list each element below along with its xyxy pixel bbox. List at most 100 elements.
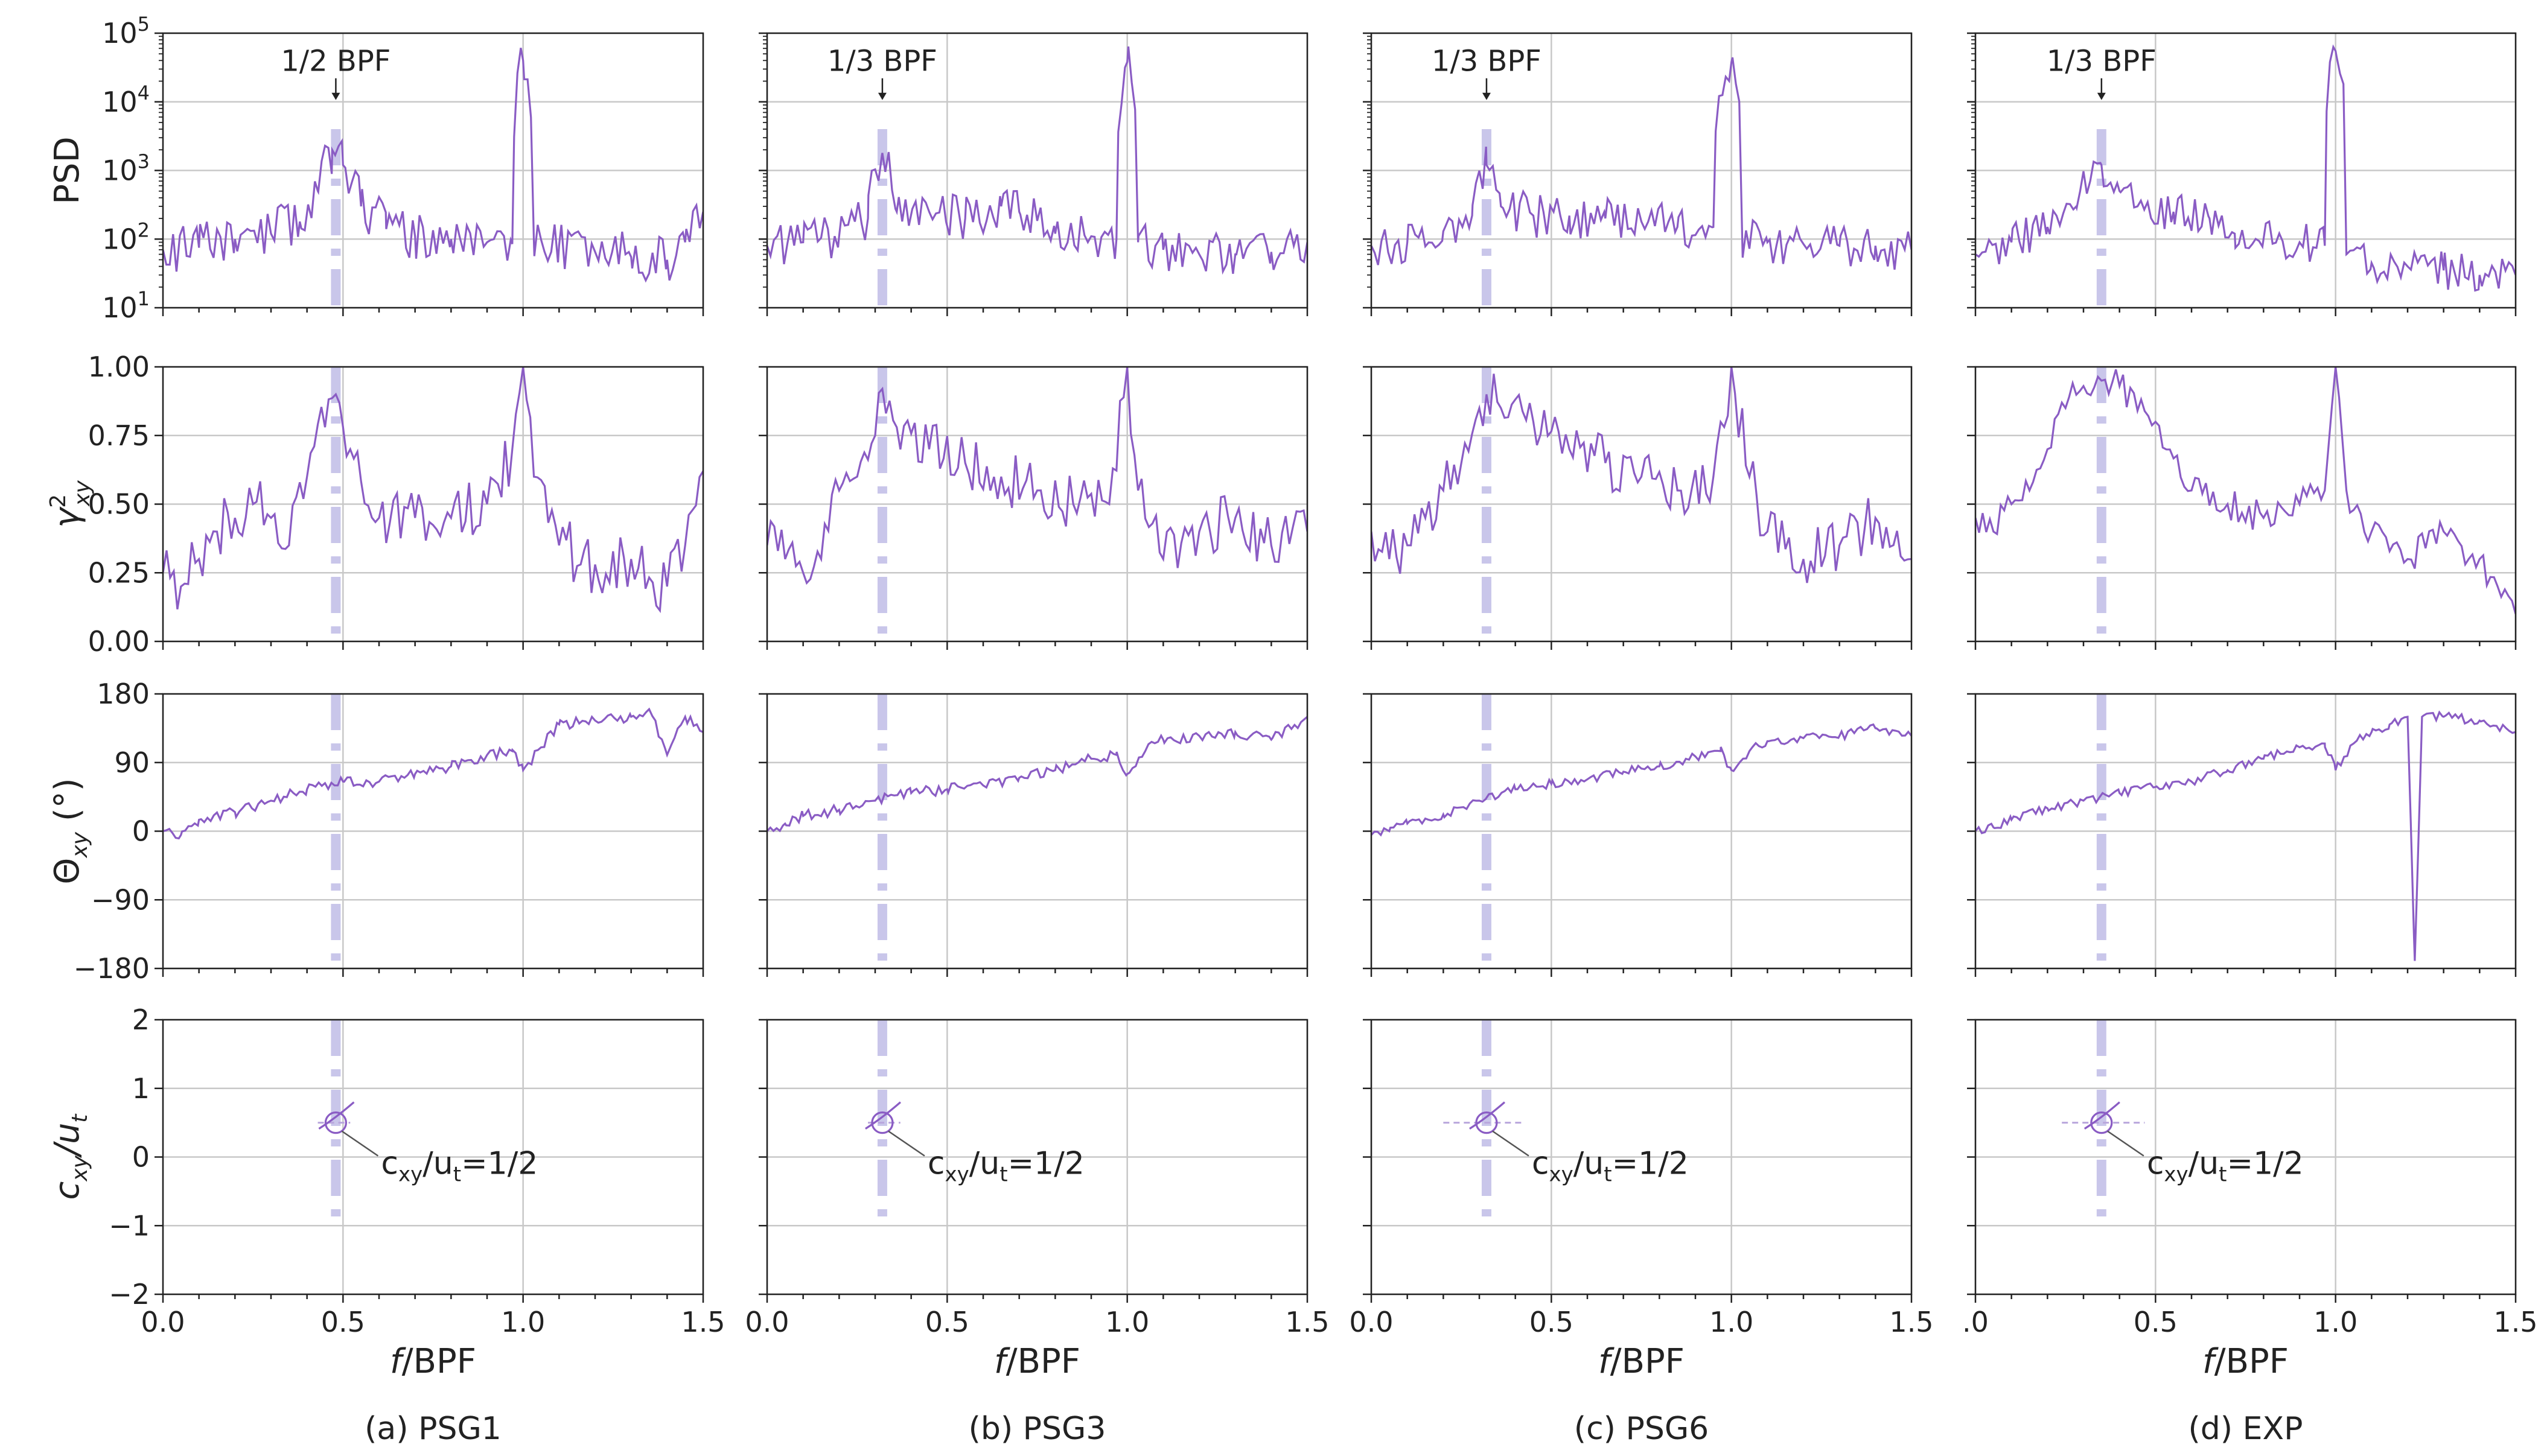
y-tick-label: 0.25 [88,556,150,589]
speed-label: cxy/ut=1/2 [1532,1146,1689,1187]
y-tick-label: 0.75 [88,419,150,452]
x-tick-label: 0.5 [2134,1306,2178,1338]
series-line-phase [1371,723,1911,837]
series-line-psd [163,48,703,283]
speed-label-leader [1492,1130,1529,1157]
peak-label: 1/3 BPF [2047,45,2157,78]
y-tick-label: −1 [109,1209,150,1242]
x-tick-label: 0.5 [925,1306,969,1338]
speed-label-leader [341,1130,379,1157]
y-tick-label: 90 [114,746,150,779]
y-tick-label: −2 [109,1278,150,1311]
peak-label: 1/3 BPF [1432,45,1541,78]
series-line-coh [1371,367,1911,583]
speed-label-leader [2107,1130,2144,1157]
y-tick-label: 101 [102,287,150,324]
peak-label: 1/2 BPF [281,45,391,78]
series-line-phase [1975,710,2516,961]
speed-marker [2090,1111,2113,1134]
panel-3-coh [1363,366,1913,650]
panel-caption: (a) PSG1 [365,1411,502,1447]
x-tick-label: 1.0 [501,1306,545,1338]
x-tick-label: 1.0 [1709,1306,1753,1338]
y-tick-label: 0.50 [88,488,150,521]
series-line-coh [1975,367,2516,614]
panel-1-speed: cxy/ut=1/2 −2 −1 0 1 2 0.0 0.5 1.0 1.5 f/BPF (a) PS… [109,1003,725,1447]
x-tick-label: 0.5 [1529,1306,1573,1338]
y-tick-label: −90 [91,883,150,916]
x-axis-label: f/BPF [994,1342,1080,1381]
y-tick-label: 2 [132,1003,150,1036]
series-line-psd [1975,44,2516,292]
peak-arrow-head [331,92,340,100]
speed-label: cxy/ut=1/2 [2147,1146,2304,1187]
panel-2-psd: 1/3 BPF [759,32,1309,316]
panel-3-speed: cxy/ut=1/2 0.0 0.5 1.0 1.5 f/BPF (c) PSG6 [1349,1019,1934,1447]
speed-marker [324,1111,348,1134]
panel-1-phase: −180 −90 0 90 180 [74,678,704,985]
x-tick-label: 0.0 [141,1306,185,1338]
panel-caption: (b) PSG3 [969,1411,1106,1447]
peak-arrow-head [878,92,887,100]
x-tick-label: 1.5 [1285,1306,1329,1338]
y-tick-label: 0 [132,815,150,848]
x-axis-label: f/BPF [1598,1342,1685,1381]
series-line-coh [163,367,703,614]
panel-1-coh: 0.00 0.25 0.50 0.75 1.00 [88,351,704,658]
y-tick-label: 105 [102,13,150,49]
y-tick-label: 0.00 [88,625,150,658]
peak-arrow-head [2097,92,2106,100]
y-axis-label-phase: Θxy (°) [48,778,92,884]
panel-4-phase [1967,693,2517,977]
x-tick-label: 1.0 [2313,1306,2358,1338]
y-axis-label-speed: cxy/ut [48,1113,92,1200]
speed-curve [1469,1101,1505,1130]
series-line-psd [767,46,1307,275]
speed-label: cxy/ut=1/2 [381,1146,538,1187]
panel-3-phase [1363,693,1913,977]
series-line-phase [163,707,703,840]
y-axis-label-psd: PSD [48,136,87,204]
panel-2-coh [759,366,1309,650]
y-tick-label: 1 [132,1072,150,1105]
y-tick-label: 0 [132,1141,150,1174]
speed-curve [865,1101,901,1130]
x-tick-label: 1.0 [1105,1306,1149,1338]
x-axis-label: f/BPF [390,1342,476,1381]
panel-2-speed: cxy/ut=1/2 0.0 0.5 1.0 1.5 f/BPF (b) PSG3 [745,1019,1330,1447]
peak-label: 1/3 BPF [827,45,937,78]
x-axis-label: f/BPF [2202,1342,2289,1381]
speed-label: cxy/ut=1/2 [928,1146,1085,1187]
panel-3-psd: 1/3 BPF [1363,32,1913,316]
x-tick-label: .0 [1962,1306,1989,1338]
y-tick-label: 1.00 [88,351,150,383]
peak-arrow-head [1482,92,1491,100]
x-tick-label: 0.5 [321,1306,365,1338]
x-tick-label: 1.5 [681,1306,725,1338]
x-tick-label: 0.0 [745,1306,789,1338]
y-tick-label: −180 [74,952,150,985]
speed-marker [871,1111,894,1134]
panel-4-speed: cxy/ut=1/2 .0 0.5 1.0 1.5 f/BPF (d) EXP [1962,1019,2538,1447]
y-tick-label: 180 [97,678,150,710]
panel-4-coh [1967,366,2517,650]
y-tick-label: 104 [102,81,150,118]
panel-4-psd: 1/3 BPF [1967,32,2517,316]
panel-caption: (d) EXP [2189,1411,2303,1447]
y-tick-label: 102 [102,218,150,255]
speed-curve [318,1101,355,1130]
speed-curve [2083,1101,2120,1130]
x-tick-label: 1.5 [2493,1306,2537,1338]
panel-2-phase [759,693,1309,977]
y-axis-label-coh: γ2xy [46,480,95,527]
series-line-coh [767,367,1307,585]
series-line-psd [1371,57,1911,270]
panel-1-psd: 1/2 BPF 101 102 103 104 105 [102,13,704,324]
x-tick-label: 1.5 [1889,1306,1933,1338]
x-tick-label: 0.0 [1349,1306,1393,1338]
speed-label-leader [888,1130,925,1157]
speed-marker [1475,1111,1498,1134]
panel-caption: (c) PSG6 [1574,1411,1709,1447]
